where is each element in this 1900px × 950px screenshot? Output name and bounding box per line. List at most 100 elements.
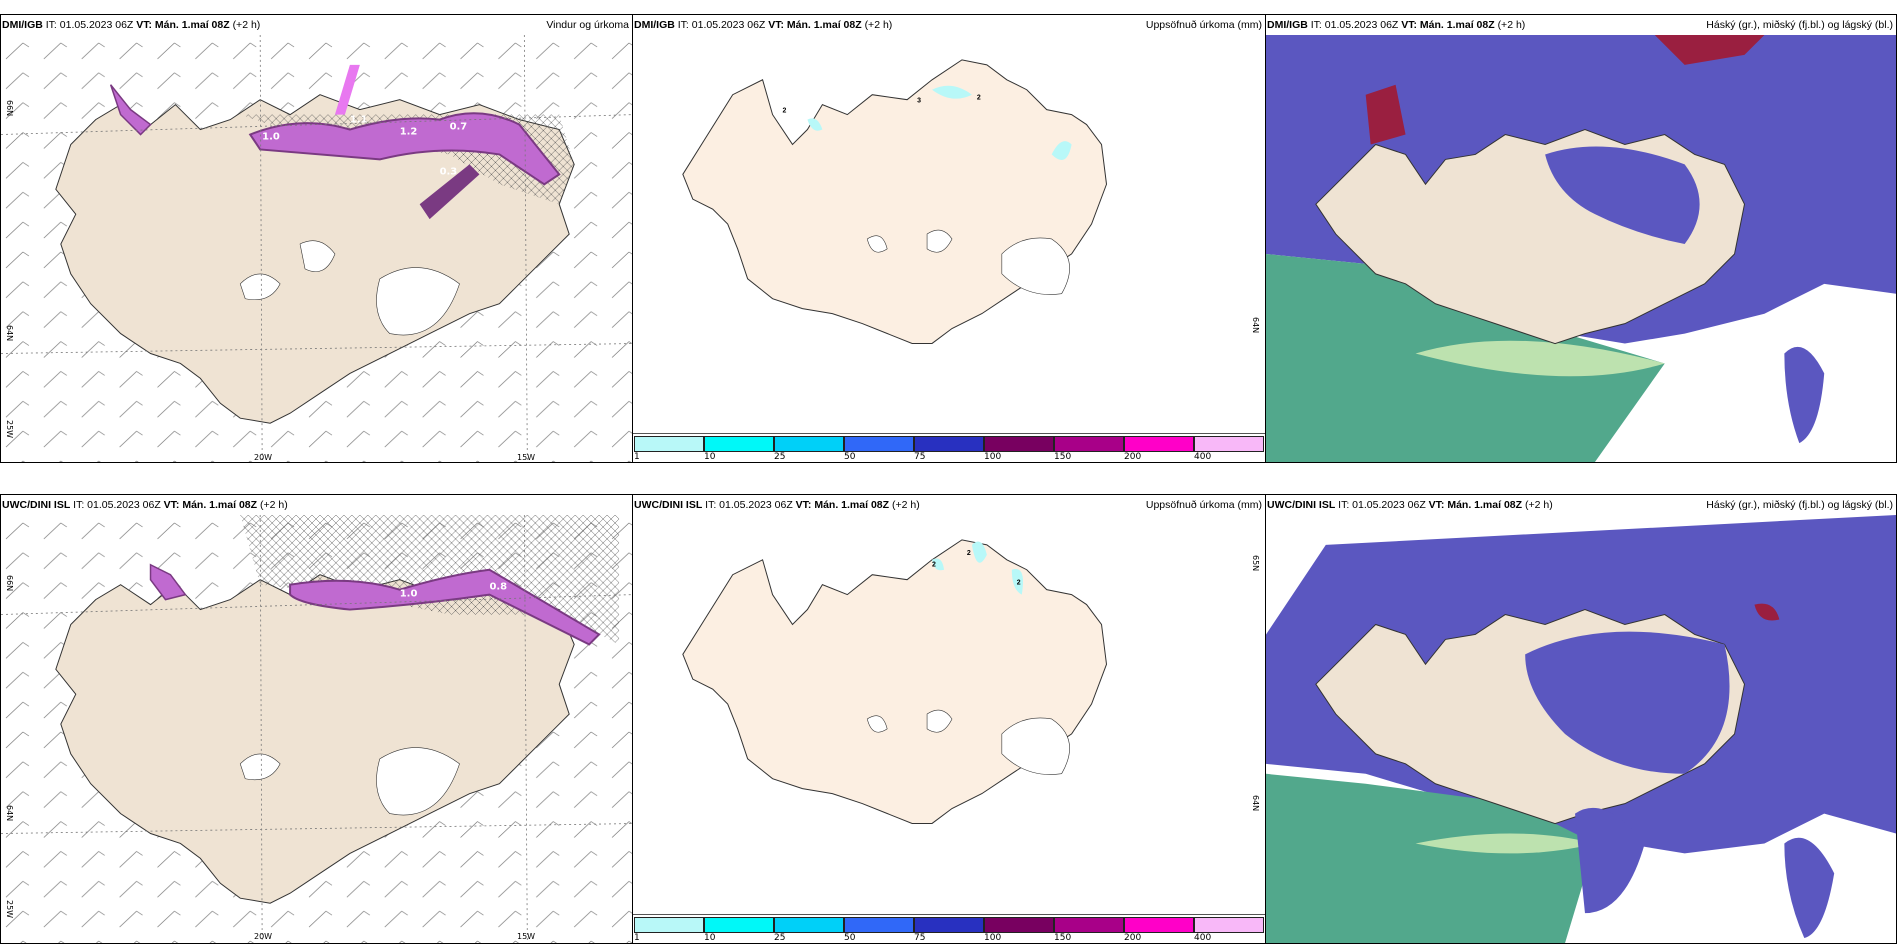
panel-header: DMI/IGB IT: 01.05.2023 06Z VT: Mán. 1.ma… bbox=[1266, 15, 1896, 35]
map-accum-precip: 2 2 2 bbox=[633, 515, 1265, 915]
colorbar-swatch bbox=[1124, 917, 1194, 933]
colorbar-tick: 75 bbox=[914, 933, 926, 943]
model-name: DMI/IGB bbox=[2, 19, 43, 31]
colorbar-tick: 200 bbox=[1124, 933, 1142, 943]
init-time: IT: 01.05.2023 06Z bbox=[45, 19, 134, 31]
init-time: IT: 01.05.2023 06Z bbox=[1310, 19, 1399, 31]
colorbar-swatch bbox=[634, 917, 704, 933]
panel-header: DMI/IGB IT: 01.05.2023 06Z VT: Mán. 1.ma… bbox=[1, 15, 632, 35]
contour-label: 1.0 bbox=[400, 589, 418, 600]
init-time: IT: 01.05.2023 06Z bbox=[705, 499, 793, 511]
map-wind-precip: 1.0 0.8 bbox=[1, 515, 632, 943]
map-canvas: 1.0 0.8 bbox=[1, 515, 632, 943]
colorbar: 1 10 25 50 75 100 150 200 400 bbox=[633, 433, 1265, 462]
colorbar-tick: 50 bbox=[844, 933, 856, 943]
valid-time: VT: Mán. 1.maí 08Z bbox=[1401, 19, 1495, 31]
contour-label: 1.2 bbox=[400, 127, 418, 138]
colorbar-swatch bbox=[704, 917, 774, 933]
panel-clouds-uwc: UWC/DINI ISL IT: 01.05.2023 06Z VT: Mán.… bbox=[1265, 494, 1897, 944]
panel-header: UWC/DINI ISL IT: 01.05.2023 06Z VT: Mán.… bbox=[1, 495, 632, 515]
model-name: UWC/DINI ISL bbox=[2, 499, 71, 511]
precip-value-label: 3 bbox=[917, 98, 921, 105]
lat-label-66n: 66N bbox=[5, 575, 14, 592]
contour-label: 1.0 bbox=[262, 132, 280, 143]
graticule bbox=[1, 515, 632, 943]
contour-label: 1.1 bbox=[350, 115, 368, 126]
map-clouds bbox=[1266, 515, 1896, 943]
init-time: IT: 01.05.2023 06Z bbox=[1338, 499, 1426, 511]
init-time: IT: 01.05.2023 06Z bbox=[677, 19, 766, 31]
colorbar-swatch bbox=[1194, 436, 1264, 452]
lead-time: (+2 h) bbox=[1524, 499, 1553, 511]
colorbar-tick: 100 bbox=[984, 452, 1002, 462]
lon-label-15w: 15W bbox=[517, 932, 536, 941]
panel-title: Uppsöfnuð úrkoma (mm) bbox=[1145, 19, 1262, 31]
panel-accum-precip-uwc: UWC/DINI ISL IT: 01.05.2023 06Z VT: Mán.… bbox=[632, 494, 1266, 944]
panel-clouds-dmi: DMI/IGB IT: 01.05.2023 06Z VT: Mán. 1.ma… bbox=[1265, 14, 1897, 463]
lat-label-64n: 64N bbox=[5, 805, 14, 822]
lead-time: (+2 h) bbox=[232, 19, 261, 31]
panel-header: UWC/DINI ISL IT: 01.05.2023 06Z VT: Mán.… bbox=[1266, 495, 1896, 515]
lat-label-64n: 64N bbox=[5, 325, 14, 342]
lon-label-25w: 25W bbox=[5, 900, 14, 919]
colorbar-swatch bbox=[1054, 917, 1124, 933]
colorbar-swatch bbox=[1194, 917, 1264, 933]
panel-accum-precip-dmi: DMI/IGB IT: 01.05.2023 06Z VT: Mán. 1.ma… bbox=[632, 14, 1266, 463]
colorbar-tick: 10 bbox=[704, 452, 716, 462]
panel-title: Háský (gr.), miðský (fj.bl.) og lágský (… bbox=[1706, 499, 1893, 511]
precip-value-label: 2 bbox=[1017, 580, 1021, 587]
colorbar-swatch bbox=[1124, 436, 1194, 452]
colorbar-swatch bbox=[844, 917, 914, 933]
iceland-land bbox=[682, 539, 1108, 824]
map-canvas bbox=[1266, 515, 1896, 943]
init-time: IT: 01.05.2023 06Z bbox=[73, 499, 161, 511]
low-red-area bbox=[1754, 603, 1780, 621]
map-canvas: 2 2 2 bbox=[633, 515, 1265, 915]
colorbar-tick: 25 bbox=[774, 933, 786, 943]
colorbar: 1 10 25 50 75 100 150 200 400 bbox=[633, 914, 1265, 943]
panel-title: Vindur og úrkoma bbox=[546, 19, 629, 31]
iceland-land bbox=[682, 59, 1108, 344]
colorbar-tick: 75 bbox=[914, 452, 926, 462]
panel-title: Uppsöfnuð úrkoma (mm) bbox=[1145, 499, 1262, 511]
model-name: UWC/DINI ISL bbox=[1267, 499, 1336, 511]
precip-value-label: 2 bbox=[932, 562, 936, 569]
colorbar-tick: 200 bbox=[1124, 452, 1142, 462]
valid-time: VT: Mán. 1.maí 08Z bbox=[768, 19, 862, 31]
map-accum-precip: 2 2 3 bbox=[633, 35, 1265, 434]
colorbar-swatch bbox=[1054, 436, 1124, 452]
valid-time: VT: Mán. 1.maí 08Z bbox=[163, 499, 258, 511]
lead-time: (+2 h) bbox=[259, 499, 288, 511]
lat-label-66n: 66N bbox=[5, 100, 14, 117]
contour-label: 0.7 bbox=[450, 122, 468, 133]
colorbar-tick: 1 bbox=[634, 452, 640, 462]
colorbar-tick: 400 bbox=[1194, 933, 1212, 943]
lat-label-65n: 65N bbox=[1251, 555, 1260, 572]
colorbar-swatch bbox=[844, 436, 914, 452]
precip-value-label: 2 bbox=[783, 108, 787, 115]
colorbar-swatch bbox=[914, 436, 984, 452]
contour-label: 0.3 bbox=[440, 166, 458, 177]
precip-value-label: 2 bbox=[977, 95, 981, 102]
map-canvas bbox=[1266, 35, 1896, 462]
colorbar-swatch bbox=[984, 436, 1054, 452]
model-name: UWC/DINI ISL bbox=[634, 499, 703, 511]
panel-header: UWC/DINI ISL IT: 01.05.2023 06Z VT: Mán.… bbox=[633, 495, 1265, 515]
lead-time: (+2 h) bbox=[891, 499, 920, 511]
valid-time: VT: Mán. 1.maí 08Z bbox=[795, 499, 890, 511]
valid-time: VT: Mán. 1.maí 08Z bbox=[136, 19, 230, 31]
colorbar-swatch bbox=[774, 917, 844, 933]
lon-label-15w: 15W bbox=[517, 453, 536, 462]
contour-label: 0.8 bbox=[489, 582, 507, 593]
colorbar-tick: 100 bbox=[984, 933, 1002, 943]
colorbar-swatch bbox=[704, 436, 774, 452]
precip-area bbox=[289, 568, 601, 646]
lead-time: (+2 h) bbox=[864, 19, 893, 31]
map-wind-precip: 1.0 1.1 1.2 0.7 0.3 bbox=[1, 35, 632, 462]
colorbar-tick: 25 bbox=[774, 452, 786, 462]
lon-label-25w: 25W bbox=[5, 420, 14, 439]
graticule bbox=[1, 35, 632, 462]
precip-area bbox=[248, 112, 561, 186]
colorbar-swatch bbox=[634, 436, 704, 452]
panel-title: Háský (gr.), miðský (fj.bl.) og lágský (… bbox=[1706, 19, 1893, 31]
